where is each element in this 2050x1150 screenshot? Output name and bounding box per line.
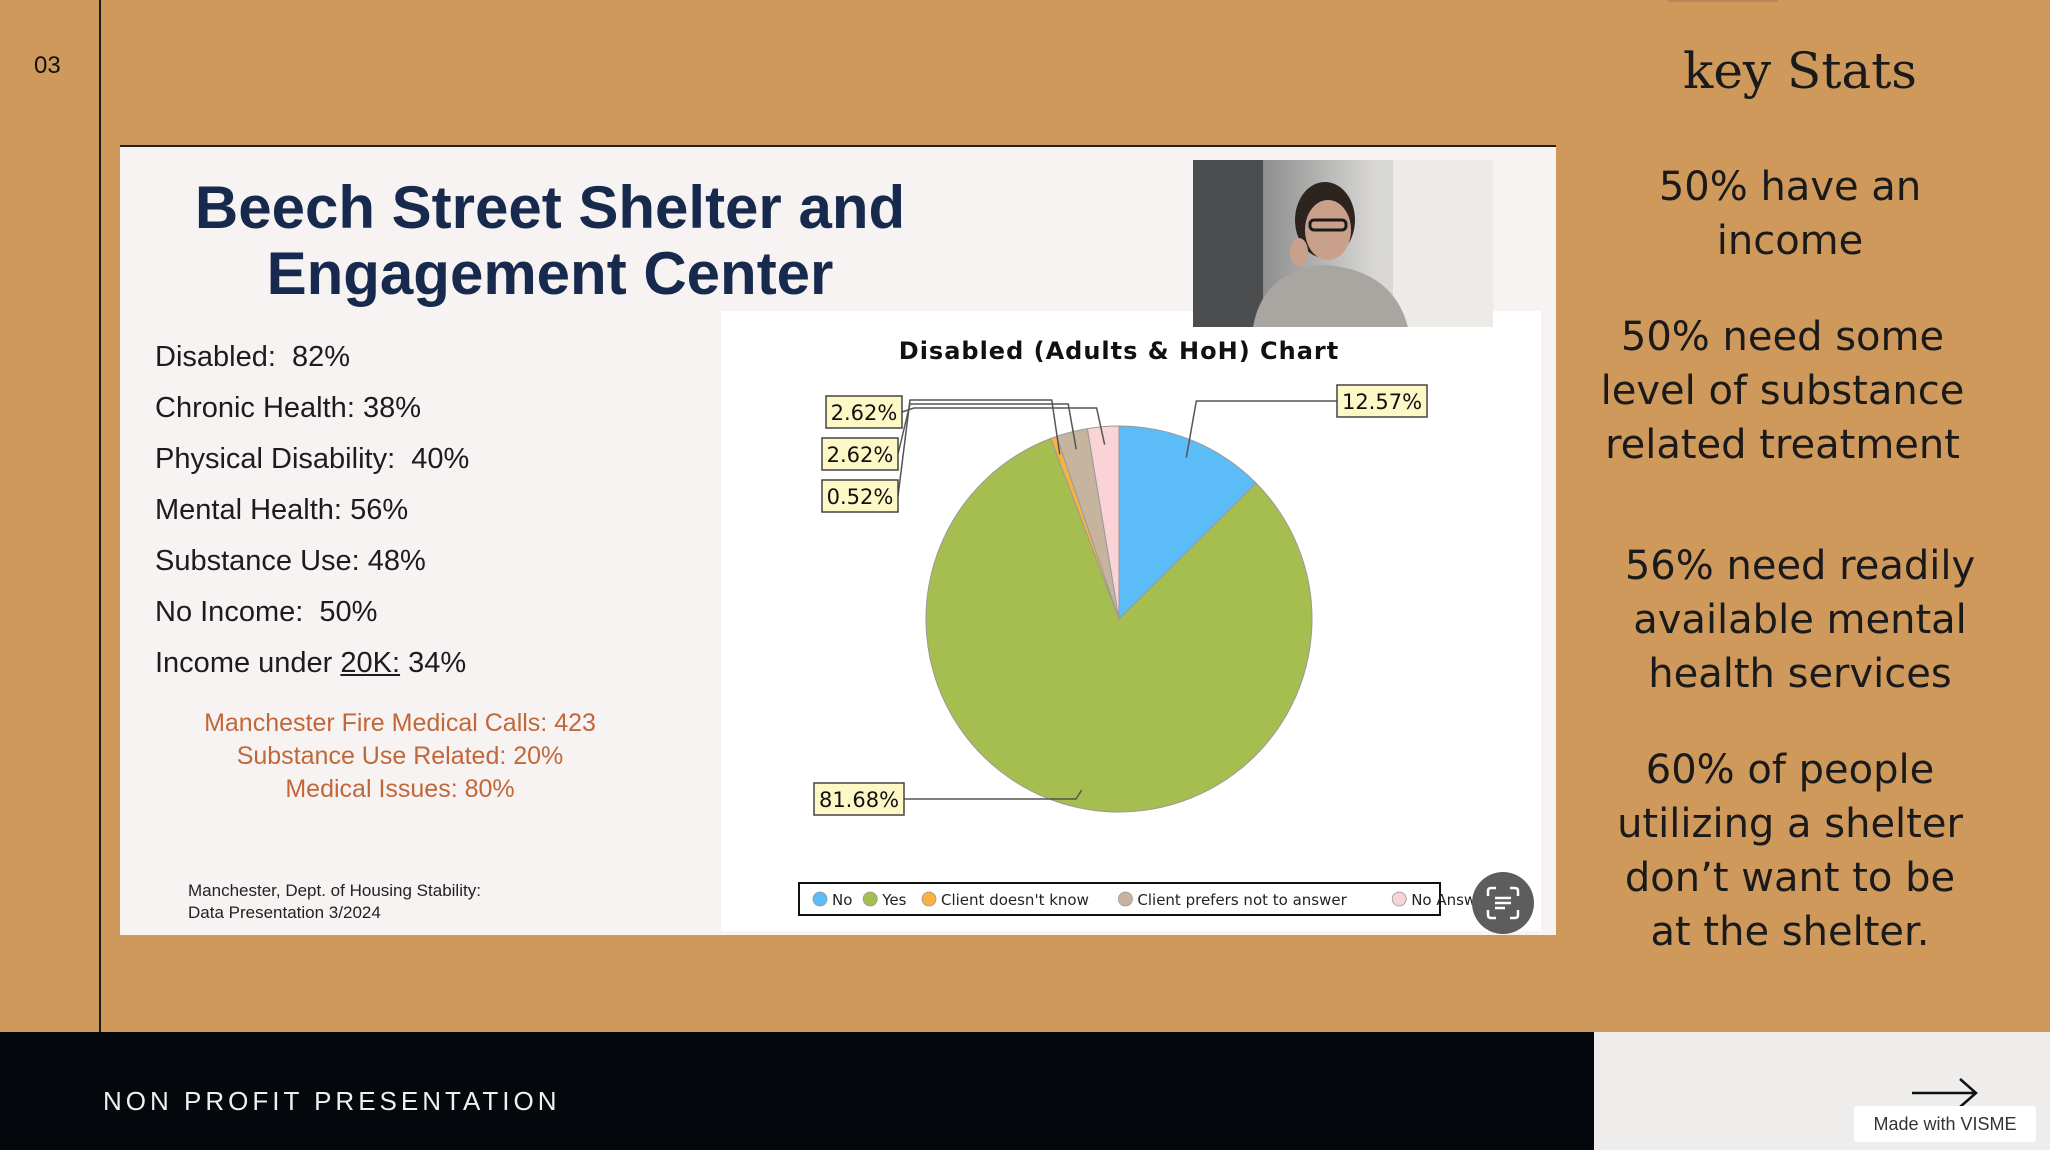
pie-slice-no-answer bbox=[1086, 425, 1120, 620]
slide-title-line-1: Beech Street Shelter and bbox=[194, 174, 906, 241]
top-accent-line bbox=[1668, 0, 1778, 2]
label-leader-line bbox=[897, 403, 1077, 455]
stat-physical-disability: Physical Disability: 40% bbox=[155, 443, 470, 475]
data-label: 0.52% bbox=[827, 485, 894, 509]
label-leader-line bbox=[901, 407, 1106, 445]
key-stat-income: 50% have an income bbox=[1658, 164, 1922, 264]
scan-text-button[interactable] bbox=[1472, 872, 1534, 934]
stat-chronic-health: Chronic Health: 38% bbox=[155, 392, 421, 424]
legend-marker bbox=[1117, 891, 1133, 907]
pie-slice-yes bbox=[925, 437, 1313, 813]
shared-slide: Beech Street Shelter and Engagement Cent… bbox=[120, 145, 1556, 935]
label-leader-line bbox=[904, 789, 1083, 800]
data-label-box bbox=[821, 479, 899, 513]
key-stat-shelter: 60% of people utilizing a shelter don’t … bbox=[1617, 747, 1963, 955]
stat-mental-health: Mental Health: 56% bbox=[155, 494, 409, 526]
vertical-divider bbox=[99, 0, 101, 1032]
next-slide-button[interactable] bbox=[1910, 1073, 1980, 1118]
legend-marker bbox=[862, 891, 878, 907]
legend-label: Client prefers not to answer bbox=[1137, 891, 1347, 909]
data-label: 81.68% bbox=[819, 788, 899, 812]
label-leader-line bbox=[897, 399, 1061, 497]
data-label: 12.57% bbox=[1342, 390, 1422, 414]
data-label: 2.62% bbox=[831, 401, 898, 425]
data-label-box bbox=[1336, 384, 1428, 418]
data-label-box bbox=[813, 782, 905, 816]
made-with-visme-badge[interactable]: Made with VISME bbox=[1854, 1106, 2036, 1142]
stat-no-income: No Income: 50% bbox=[155, 596, 378, 628]
slide-number: 03 bbox=[34, 52, 61, 79]
legend-label: Yes bbox=[881, 891, 906, 909]
stat-substance-use: Substance Use: 48% bbox=[155, 545, 426, 577]
stat-income-under-20k: Income under 20K: 34% bbox=[155, 647, 467, 679]
arrow-right-icon bbox=[1912, 1078, 1978, 1108]
slide-title: Beech Street Shelter and Engagement Cent… bbox=[120, 175, 980, 307]
pie-chart: Disabled (Adults & HoH) Chart 12.57% 81.68… bbox=[798, 337, 1492, 916]
footer-label: NON PROFIT PRESENTATION bbox=[103, 1086, 561, 1116]
legend-label: Client doesn't know bbox=[941, 891, 1089, 909]
data-source: Manchester, Dept. of Housing Stability: … bbox=[188, 881, 481, 922]
pie-slice-no bbox=[1118, 425, 1257, 621]
presenter-icon bbox=[1193, 160, 1493, 327]
fire-calls-line: Manchester Fire Medical Calls: 423 bbox=[204, 709, 596, 737]
key-stat-mental-health: 56% need readily available mental health… bbox=[1624, 543, 1976, 697]
stat-disabled: Disabled: 82% bbox=[155, 341, 351, 373]
fire-calls-line: Medical Issues: 80% bbox=[285, 775, 515, 803]
chart-legend: No Yes Client doesn't know Client prefers n… bbox=[798, 882, 1492, 916]
footer-bar bbox=[0, 1032, 1594, 1150]
legend-marker bbox=[812, 891, 828, 907]
data-label-box bbox=[825, 395, 903, 429]
legend-marker bbox=[921, 891, 937, 907]
chart-title: Disabled (Adults & HoH) Chart bbox=[899, 337, 1339, 365]
stats-list: Disabled: 82% Chronic Health: 38% Physic… bbox=[155, 332, 469, 689]
data-label-box bbox=[821, 437, 899, 471]
label-leader-line bbox=[1185, 400, 1337, 458]
legend-marker bbox=[1391, 891, 1407, 907]
fire-medical-calls: Manchester Fire Medical Calls: 423 Subst… bbox=[180, 707, 620, 806]
presenter-video-thumbnail[interactable] bbox=[1193, 160, 1493, 327]
legend-label: No bbox=[832, 891, 852, 909]
key-stats-title: key Stats bbox=[1683, 42, 1917, 100]
slide-title-line-2: Engagement Center bbox=[266, 240, 834, 307]
data-label: 2.62% bbox=[827, 443, 894, 467]
pie-chart-panel: Disabled (Adults & HoH) Chart 12.57% 81.68… bbox=[721, 311, 1541, 931]
scan-text-icon bbox=[1486, 886, 1520, 920]
key-stat-substance-treatment: 50% need some level of substance related… bbox=[1600, 314, 1965, 468]
fire-calls-line: Substance Use Related: 20% bbox=[236, 742, 564, 770]
